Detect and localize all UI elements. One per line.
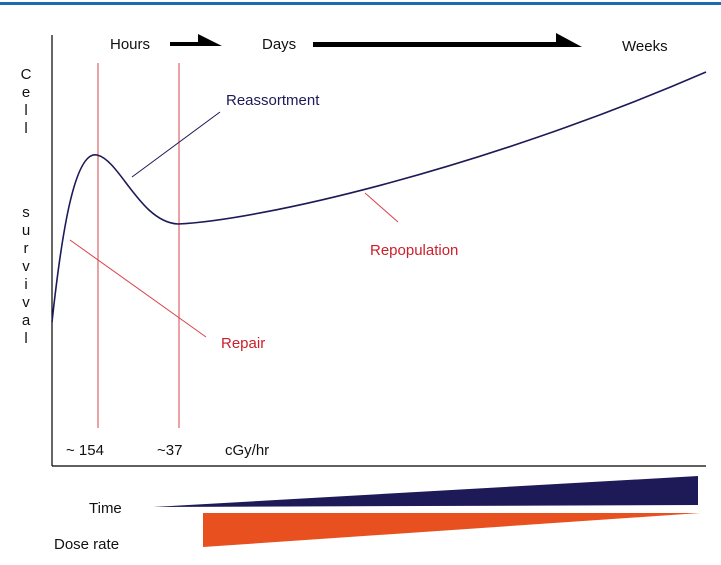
arrow <box>170 34 222 46</box>
days-label: Days <box>262 36 296 53</box>
survival-curve <box>51 71 707 323</box>
time-label: Time <box>89 500 122 517</box>
reassortment-label: Reassortment <box>226 92 320 109</box>
top-rule <box>0 2 721 5</box>
repopulation-label: Repopulation <box>370 242 458 259</box>
time-wedge <box>153 476 698 507</box>
weeks-label: Weeks <box>622 38 668 55</box>
pointer <box>131 111 221 178</box>
dose-rate-legend: Dose rate <box>54 536 119 553</box>
repair-label: Repair <box>221 335 265 352</box>
y-label-cell: Cell <box>18 66 35 138</box>
y-label-survival: survival <box>18 204 35 348</box>
pointer <box>69 239 207 338</box>
unit-label: cGy/hr <box>225 442 269 459</box>
pointer <box>364 192 399 223</box>
dose-rate-label: ~ 154 <box>66 442 104 459</box>
hours-label: Hours <box>110 36 150 53</box>
arrow <box>313 33 582 47</box>
dose-rate-label: ~37 <box>157 442 182 459</box>
dose-rate-wedge <box>203 513 700 547</box>
